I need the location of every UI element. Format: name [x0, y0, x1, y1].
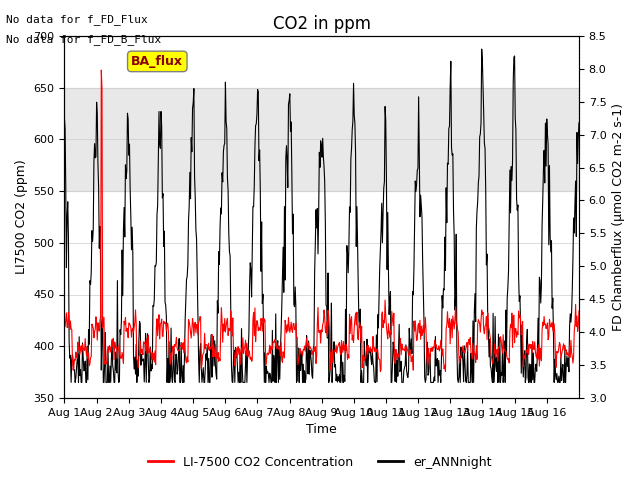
- Text: BA_flux: BA_flux: [131, 55, 183, 68]
- X-axis label: Time: Time: [307, 423, 337, 436]
- Text: No data for f_FD_Flux: No data for f_FD_Flux: [6, 14, 148, 25]
- Y-axis label: LI7500 CO2 (ppm): LI7500 CO2 (ppm): [15, 159, 28, 274]
- Legend: LI-7500 CO2 Concentration, er_ANNnight: LI-7500 CO2 Concentration, er_ANNnight: [143, 451, 497, 474]
- Y-axis label: FD Chamberflux (μmol CO2 m-2 s-1): FD Chamberflux (μmol CO2 m-2 s-1): [612, 103, 625, 331]
- Title: CO2 in ppm: CO2 in ppm: [273, 15, 371, 33]
- Text: No data for f_FD_B_Flux: No data for f_FD_B_Flux: [6, 34, 162, 45]
- Bar: [65, 88, 579, 191]
